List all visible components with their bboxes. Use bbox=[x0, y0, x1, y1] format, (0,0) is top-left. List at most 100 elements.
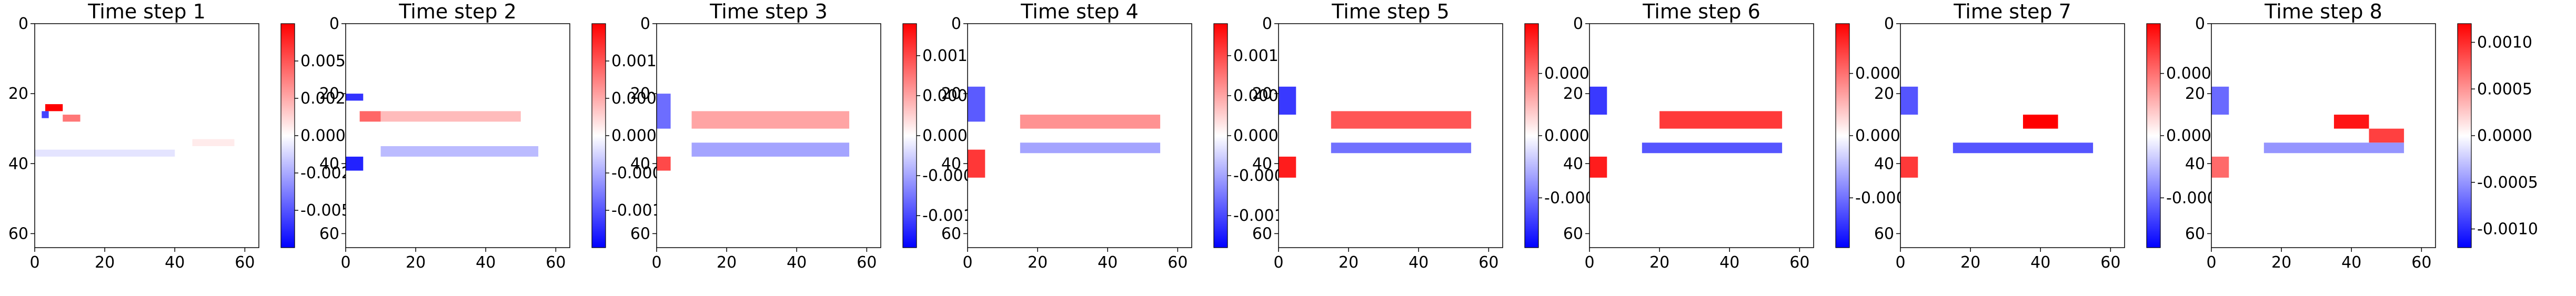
y-tick-label: 0 bbox=[640, 15, 650, 33]
axes-frame bbox=[2211, 23, 2436, 248]
heatmap-cell bbox=[2369, 128, 2404, 143]
y-tick-label: 0 bbox=[1573, 15, 1583, 33]
colorbar bbox=[1835, 23, 1850, 248]
heatmap-cell bbox=[380, 146, 539, 157]
axes-frame bbox=[34, 23, 259, 248]
subplot-title: Time step 3 bbox=[709, 0, 828, 23]
y-tick-label: 40 bbox=[1874, 155, 1894, 173]
x-tick-label: 0 bbox=[1584, 253, 1594, 272]
x-tick-label: 0 bbox=[29, 253, 39, 272]
y-tick-label: 40 bbox=[2185, 155, 2205, 173]
x-tick-label: 40 bbox=[2341, 253, 2361, 272]
y-tick-label: 60 bbox=[1874, 224, 1894, 243]
x-tick-label: 60 bbox=[235, 253, 255, 272]
y-tick-label: 60 bbox=[2185, 224, 2205, 243]
y-tick-label: 20 bbox=[8, 85, 28, 103]
x-tick-label: 0 bbox=[651, 253, 661, 272]
heatmap-cell bbox=[35, 149, 175, 157]
x-tick-label: 20 bbox=[2271, 253, 2291, 272]
subplot-2: Time step 20 20 40 600204060-0.0010-0.00050… bbox=[319, 0, 672, 272]
x-tick-label: 0 bbox=[1895, 253, 1905, 272]
subplot-title: Time step 8 bbox=[2264, 0, 2382, 23]
y-tick-label: 20 bbox=[319, 85, 339, 103]
x-tick-label: 20 bbox=[1960, 253, 1980, 272]
subplot-title: Time step 2 bbox=[398, 0, 517, 23]
x-tick-label: 60 bbox=[857, 253, 877, 272]
heatmap-cell bbox=[691, 142, 850, 157]
heatmap-background bbox=[968, 24, 1192, 248]
heatmap-background bbox=[1279, 24, 1503, 248]
y-tick-label: 0 bbox=[2195, 15, 2205, 33]
colorbar bbox=[2457, 23, 2472, 248]
subplot-title: Time step 1 bbox=[87, 0, 206, 23]
y-tick-label: 0 bbox=[951, 15, 961, 33]
x-tick-label: 20 bbox=[1649, 253, 1669, 272]
colorbar bbox=[1524, 23, 1539, 248]
heatmap-cell bbox=[359, 111, 381, 122]
x-tick-label: 40 bbox=[476, 253, 496, 272]
y-tick-label: 40 bbox=[1563, 155, 1583, 173]
y-tick-label: 20 bbox=[630, 85, 650, 103]
heatmap-background bbox=[35, 24, 259, 248]
axes-frame bbox=[656, 23, 881, 248]
colorbar-tick-label: -0.0010 bbox=[2477, 220, 2538, 239]
heatmap-cell bbox=[346, 94, 364, 101]
colorbar bbox=[902, 23, 917, 248]
x-tick-label: 60 bbox=[1478, 253, 1498, 272]
x-tick-label: 40 bbox=[1408, 253, 1428, 272]
heatmap-cell bbox=[691, 111, 850, 129]
y-tick-label: 60 bbox=[319, 224, 339, 243]
heatmap-cell bbox=[1642, 142, 1783, 154]
heatmap-background bbox=[1589, 24, 1814, 248]
axes-frame bbox=[345, 23, 570, 248]
heatmap-cell bbox=[192, 139, 235, 146]
subplot-7: Time step 70 20 40 600204060-0.00050.00000.… bbox=[1874, 0, 2227, 272]
y-tick-label: 20 bbox=[1252, 85, 1272, 103]
y-tick-label: 0 bbox=[1884, 15, 1894, 33]
y-tick-label: 0 bbox=[1262, 15, 1272, 33]
y-tick-label: 60 bbox=[630, 224, 650, 243]
x-tick-label: 40 bbox=[2030, 253, 2050, 272]
x-tick-label: 40 bbox=[165, 253, 185, 272]
axes-frame bbox=[1589, 23, 1814, 248]
heatmap-cell bbox=[346, 156, 364, 171]
heatmap-cell bbox=[2263, 142, 2404, 154]
y-tick-label: 40 bbox=[941, 155, 961, 173]
heatmap-cell bbox=[1331, 142, 1472, 154]
colorbar-tick-label: 0.0005 bbox=[2477, 80, 2532, 98]
subplot-title: Time step 5 bbox=[1331, 0, 1450, 23]
heatmap-background bbox=[346, 24, 570, 248]
y-tick-label: 0 bbox=[329, 15, 339, 33]
colorbar bbox=[2146, 23, 2161, 248]
heatmap-cell bbox=[968, 149, 985, 178]
x-tick-label: 20 bbox=[717, 253, 737, 272]
x-tick-label: 0 bbox=[1273, 253, 1283, 272]
x-tick-label: 0 bbox=[340, 253, 350, 272]
x-tick-label: 0 bbox=[2206, 253, 2216, 272]
subplot-4: Time step 40 20 40 600204060-0.0010-0.00050… bbox=[941, 0, 1294, 272]
colorbar-tick-label: 0.0000 bbox=[2477, 127, 2532, 145]
subplot-title: Time step 6 bbox=[1642, 0, 1760, 23]
heatmap-cell bbox=[657, 156, 671, 171]
heatmap-cell bbox=[42, 111, 49, 118]
heatmap-cell bbox=[63, 115, 80, 122]
heatmap-cell bbox=[2333, 115, 2369, 129]
heatmap-cell bbox=[657, 94, 671, 129]
heatmap-cell bbox=[45, 104, 63, 111]
colorbar bbox=[591, 23, 606, 248]
x-tick-label: 40 bbox=[1719, 253, 1739, 272]
y-tick-label: 40 bbox=[319, 155, 339, 173]
x-tick-label: 60 bbox=[1168, 253, 1188, 272]
heatmap-cell bbox=[1589, 156, 1607, 178]
heatmap-cell bbox=[1020, 115, 1161, 129]
heatmap-cell bbox=[1900, 156, 1918, 178]
heatmap-cell bbox=[1589, 86, 1607, 115]
axes-frame bbox=[967, 23, 1192, 248]
heatmap-background bbox=[1900, 24, 2125, 248]
heatmap-cell bbox=[380, 111, 521, 122]
colorbar-tick-label: -0.0005 bbox=[2477, 173, 2538, 192]
x-tick-label: 20 bbox=[95, 253, 115, 272]
colorbar-tick-label: 0.0010 bbox=[2477, 34, 2532, 52]
y-tick-label: 20 bbox=[2185, 85, 2205, 103]
